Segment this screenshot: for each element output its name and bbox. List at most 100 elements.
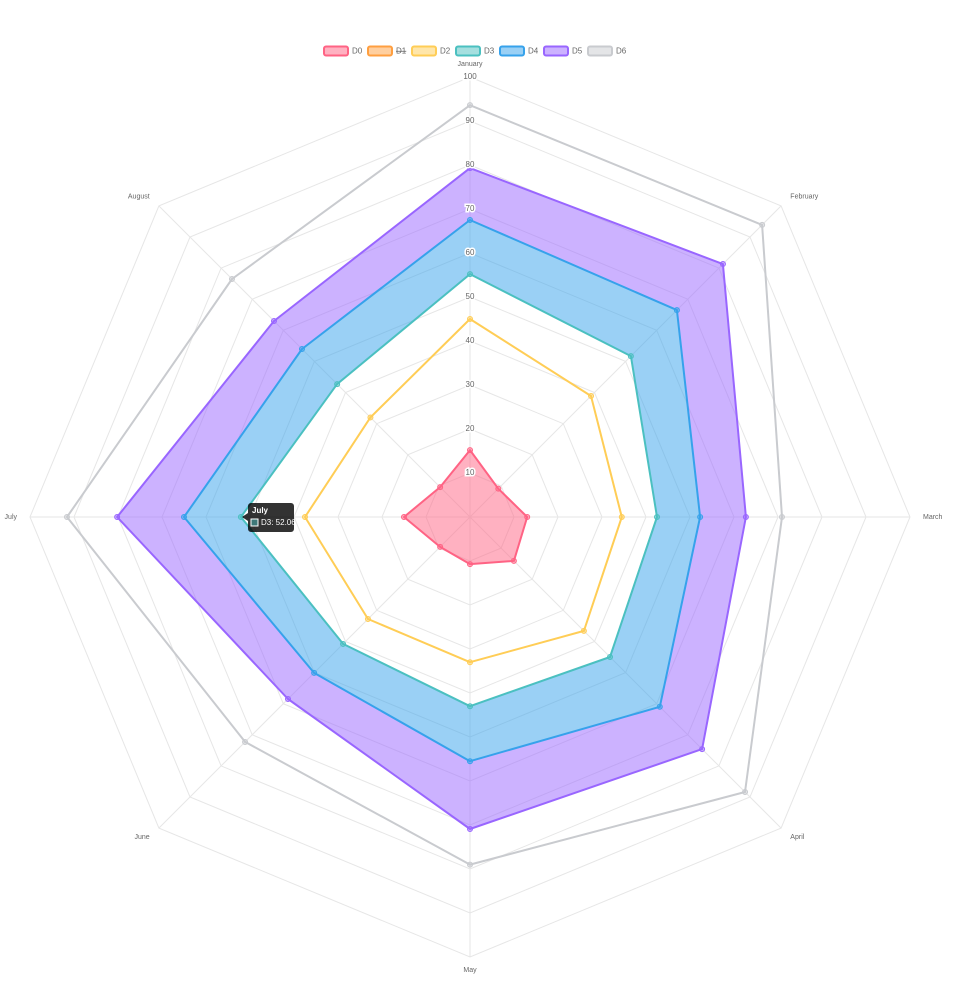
point	[228, 275, 235, 282]
legend-item[interactable]: D3	[455, 45, 495, 57]
point	[467, 703, 473, 710]
point	[364, 616, 371, 623]
point	[437, 484, 444, 491]
point	[467, 825, 473, 832]
legend-swatch[interactable]	[499, 45, 525, 57]
category-label: January	[458, 61, 483, 68]
legend-item[interactable]: D5	[543, 45, 583, 57]
point	[467, 447, 473, 454]
r-tick-label: 90	[466, 116, 475, 125]
point	[467, 316, 473, 322]
r-tick-label: 40	[466, 336, 475, 345]
point	[719, 261, 726, 268]
legend-item[interactable]: D6	[587, 45, 627, 57]
tooltip-swatch	[250, 518, 259, 527]
point	[437, 543, 444, 550]
point	[618, 514, 625, 520]
legend-label[interactable]: D5	[572, 47, 583, 56]
point	[242, 738, 249, 745]
legend-label[interactable]: D6	[616, 47, 627, 56]
point	[334, 381, 341, 388]
point	[495, 485, 502, 492]
legend-swatch[interactable]	[411, 45, 437, 57]
point	[467, 102, 473, 109]
legend-item[interactable]: D2	[411, 45, 451, 57]
point	[298, 345, 305, 352]
point	[656, 703, 663, 710]
legend-item[interactable]: D4	[499, 45, 539, 57]
fills	[117, 168, 746, 830]
r-tick-label: 70	[466, 204, 475, 213]
category-label: May	[463, 967, 477, 974]
ticks: 10 20 30 40 50 60 70 80 90 100	[462, 71, 479, 479]
category-label: August	[128, 194, 150, 201]
point	[673, 307, 680, 314]
area	[184, 220, 701, 762]
point	[654, 514, 660, 520]
area	[117, 168, 746, 830]
point	[467, 659, 473, 666]
area	[404, 450, 528, 565]
point	[510, 557, 517, 564]
legend-swatch[interactable]	[455, 45, 481, 57]
legend-label[interactable]: D2	[440, 47, 451, 56]
point	[627, 353, 634, 360]
legend-swatch[interactable]	[323, 45, 349, 57]
point	[63, 514, 70, 520]
r-tick-label: 30	[466, 380, 475, 389]
point	[742, 514, 749, 520]
angle-line	[469, 205, 782, 518]
legend-label[interactable]: D1	[396, 47, 407, 56]
point	[742, 789, 749, 796]
point	[467, 217, 473, 223]
point	[181, 514, 187, 520]
r-tick-label: 10	[466, 468, 475, 477]
point	[114, 514, 121, 520]
legend-swatch[interactable]	[587, 45, 613, 57]
legend-item[interactable]: D1	[367, 45, 407, 57]
point	[778, 514, 785, 520]
tooltip-title: July	[252, 506, 269, 515]
point	[759, 221, 766, 228]
point	[524, 514, 531, 520]
point	[367, 414, 374, 421]
category-label: February	[790, 194, 819, 201]
legend[interactable]: D0 D1 D2 D3 D4 D5 D6	[323, 45, 627, 57]
point	[311, 669, 318, 676]
point	[580, 627, 587, 634]
category-label: June	[135, 834, 150, 841]
point	[467, 271, 473, 278]
point	[467, 758, 473, 765]
legend-swatch[interactable]	[543, 45, 569, 57]
tooltip: July D3: 52.06	[242, 503, 296, 532]
r-tick-label: 50	[466, 292, 475, 301]
r-tick-label: 80	[466, 160, 475, 169]
point	[607, 654, 614, 661]
lines	[63, 102, 785, 868]
point	[588, 392, 595, 399]
point	[467, 561, 473, 568]
point	[302, 514, 308, 520]
point	[467, 165, 473, 172]
point	[270, 317, 277, 324]
legend-label[interactable]: D3	[484, 47, 495, 56]
r-tick-label: 60	[466, 248, 475, 257]
labels: January February March April May June July Augu…	[5, 61, 943, 974]
category-label: July	[5, 514, 18, 521]
point	[467, 861, 473, 868]
point	[699, 746, 706, 753]
category-label: March	[923, 514, 943, 521]
tooltip-label: D3: 52.06	[261, 518, 296, 527]
legend-label[interactable]: D4	[528, 47, 539, 56]
point	[697, 514, 704, 520]
legend-swatch[interactable]	[367, 45, 393, 57]
legend-label[interactable]: D0	[352, 47, 363, 56]
point	[340, 640, 347, 647]
point	[401, 514, 407, 520]
r-tick-label: 100	[463, 72, 477, 81]
point	[284, 696, 291, 703]
legend-item[interactable]: D0	[323, 45, 363, 57]
category-label: April	[790, 834, 804, 841]
r-tick-label: 20	[466, 424, 475, 433]
